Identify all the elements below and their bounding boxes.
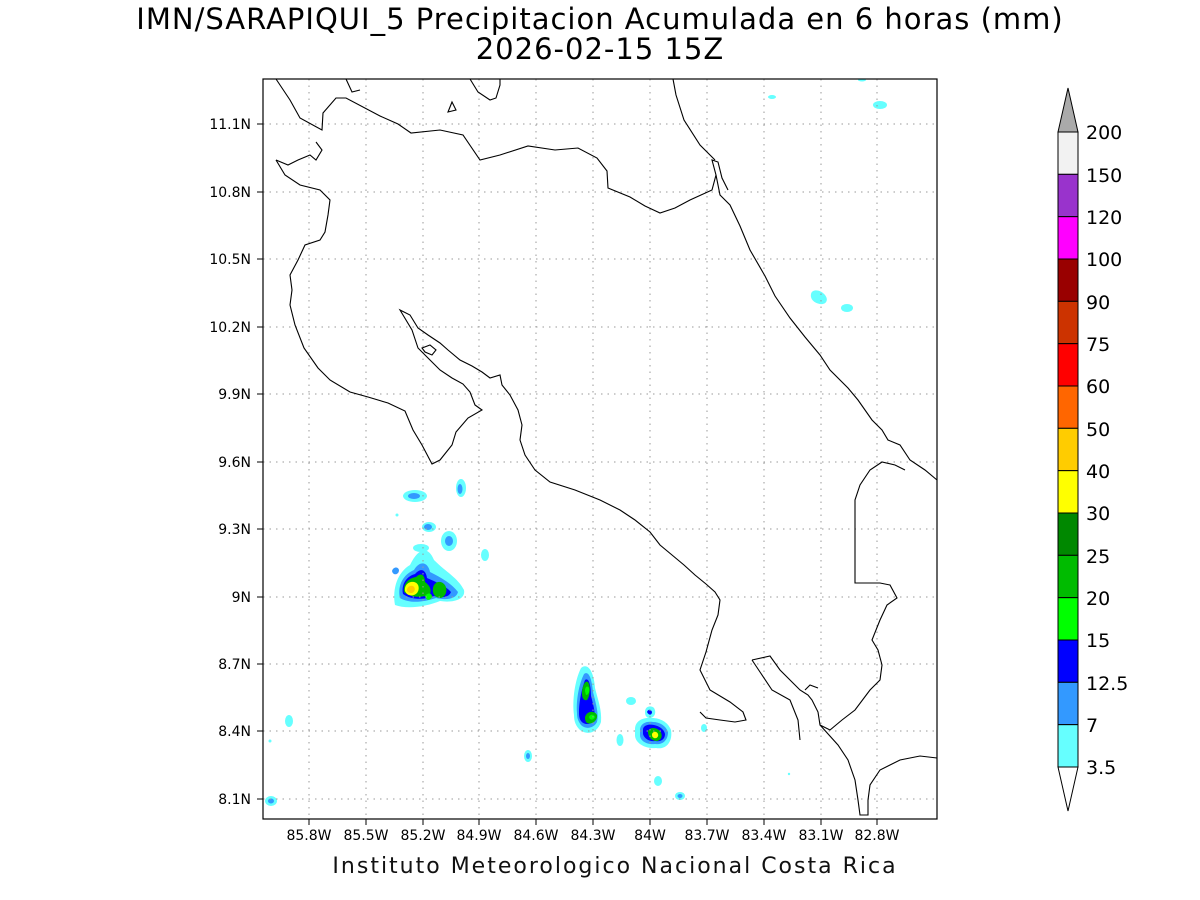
lat-tick-label: 9N xyxy=(232,590,251,606)
colorbar-label: 12.5 xyxy=(1086,673,1128,695)
colorbar-segment xyxy=(1057,131,1079,175)
colorbar-segment xyxy=(1057,512,1079,556)
lon-tick-label: 83.1W xyxy=(798,828,843,844)
precip-cluster-west xyxy=(265,479,489,806)
colorbar-segment xyxy=(1057,724,1079,768)
lon-tick-label: 85.8W xyxy=(286,828,331,844)
colorbar-label: 75 xyxy=(1086,334,1110,356)
colorbar-label: 25 xyxy=(1086,546,1110,568)
lon-tick-label: 84W xyxy=(634,828,666,844)
lon-tick-label: 82.8W xyxy=(854,828,899,844)
lat-tick-label: 10.8N xyxy=(209,185,251,201)
colorbar-label: 90 xyxy=(1086,292,1110,314)
lat-tick-label: 10.2N xyxy=(209,320,251,336)
colorbar-segment xyxy=(1057,300,1079,345)
colorbar: 200 150 120 100 90 75 60 50 40 30 25 20 … xyxy=(1057,87,1128,812)
precip-cluster-south xyxy=(524,666,791,800)
colorbar-label: 60 xyxy=(1086,376,1110,398)
colorbar-over-triangle xyxy=(1057,87,1079,133)
lon-tick-label: 83.4W xyxy=(741,828,786,844)
lat-tick-label: 10.5N xyxy=(209,252,251,268)
colorbar-label: 15 xyxy=(1086,630,1110,652)
colorbar-label: 50 xyxy=(1086,419,1110,441)
colorbar-label: 150 xyxy=(1086,165,1122,187)
footer-credit: Instituto Meteorologico Nacional Costa R… xyxy=(332,854,898,879)
coastline xyxy=(275,78,938,816)
colorbar-segment xyxy=(1057,597,1079,641)
lat-tick-label: 9.3N xyxy=(218,522,251,538)
lat-tick-label: 8.4N xyxy=(218,724,251,740)
colorbar-segment xyxy=(1057,427,1079,472)
colorbar-segment xyxy=(1057,258,1079,302)
colorbar-label: 20 xyxy=(1086,588,1110,610)
colorbar-label: 100 xyxy=(1086,249,1122,271)
colorbar-segment xyxy=(1057,173,1079,218)
colorbar-label: 120 xyxy=(1086,207,1122,229)
lat-tick-label: 9.9N xyxy=(218,387,251,403)
map-datetime: 2026-02-15 15Z xyxy=(475,32,725,66)
colorbar-segments xyxy=(1057,131,1079,768)
lon-tick-label: 85.5W xyxy=(343,828,388,844)
map-plot-area: 85.8W 85.5W 85.2W 84.9W 84.6W 84.3W 84W … xyxy=(209,78,938,844)
colorbar-segment xyxy=(1057,554,1079,599)
precip-cluster-east xyxy=(768,78,887,312)
lon-tick-label: 84.3W xyxy=(570,828,615,844)
colorbar-label: 40 xyxy=(1086,461,1110,483)
colorbar-segment xyxy=(1057,385,1079,429)
colorbar-segment xyxy=(1057,216,1079,260)
colorbar-labels: 200 150 120 100 90 75 60 50 40 30 25 20 … xyxy=(1086,122,1128,779)
colorbar-label: 200 xyxy=(1086,122,1122,144)
lon-tick-label: 84.6W xyxy=(513,828,558,844)
colorbar-label: 30 xyxy=(1086,503,1110,525)
colorbar-label: 7 xyxy=(1086,715,1098,737)
axis-ticks xyxy=(257,123,878,825)
map-frame xyxy=(262,78,938,820)
lon-tick-label: 83.7W xyxy=(684,828,729,844)
colorbar-segment xyxy=(1057,681,1079,726)
colorbar-segment xyxy=(1057,343,1079,387)
precipitation-field xyxy=(265,78,887,806)
colorbar-segment xyxy=(1057,470,1079,514)
latitude-labels: 11.1N 10.8N 10.5N 10.2N 9.9N 9.6N 9.3N 9… xyxy=(209,117,251,808)
lat-tick-label: 9.6N xyxy=(218,455,251,471)
map-title: IMN/SARAPIQUI_5 Precipitacion Acumulada … xyxy=(136,2,1064,36)
lat-tick-label: 8.1N xyxy=(218,792,251,808)
colorbar-label: 3.5 xyxy=(1086,757,1116,779)
colorbar-under-triangle xyxy=(1057,766,1079,812)
lon-tick-label: 85.2W xyxy=(400,828,445,844)
longitude-labels: 85.8W 85.5W 85.2W 84.9W 84.6W 84.3W 84W … xyxy=(286,828,899,844)
lat-tick-label: 8.7N xyxy=(218,657,251,673)
colorbar-segment xyxy=(1057,639,1079,683)
lat-tick-label: 11.1N xyxy=(209,117,251,133)
lon-tick-label: 84.9W xyxy=(456,828,501,844)
